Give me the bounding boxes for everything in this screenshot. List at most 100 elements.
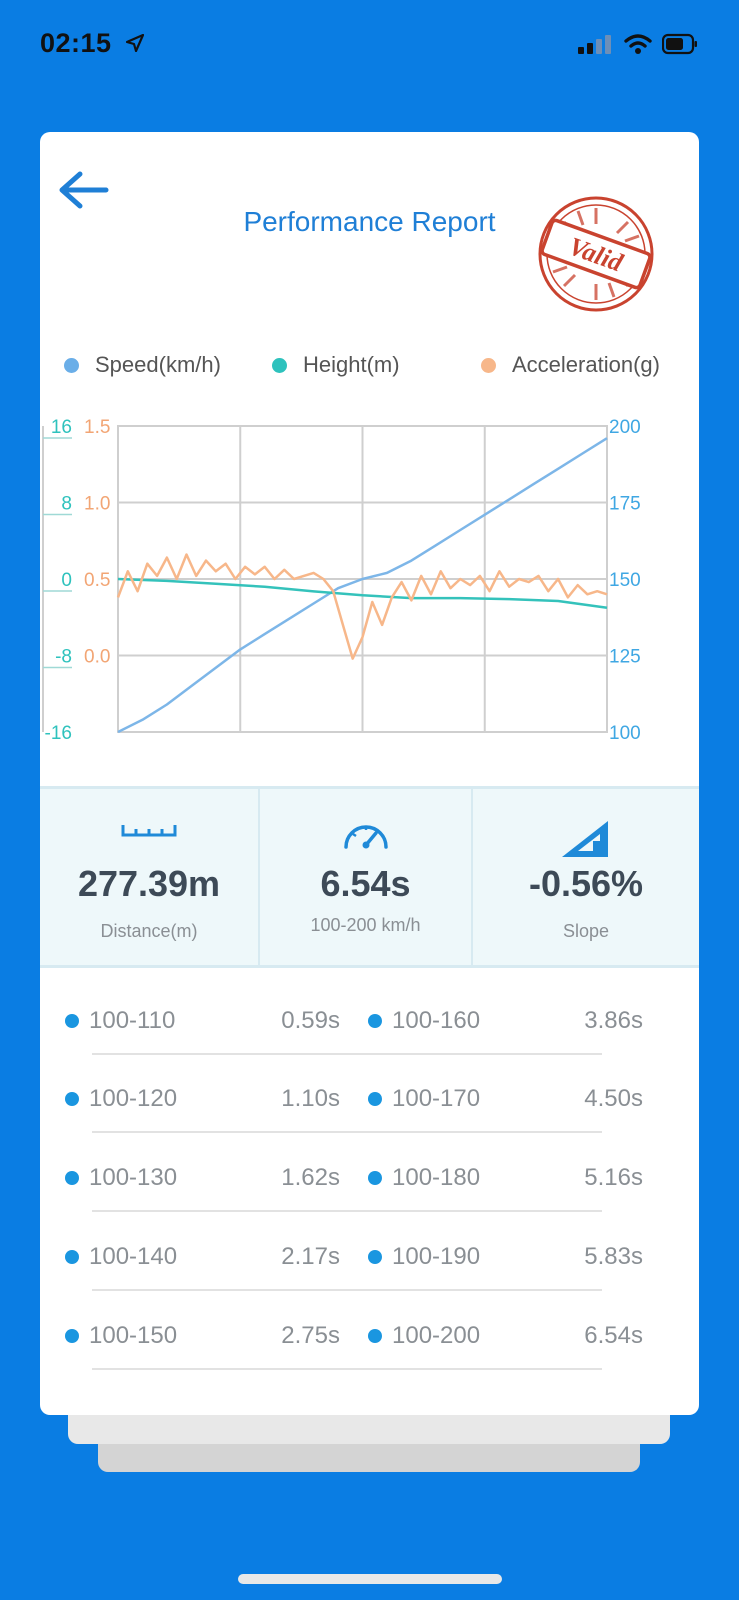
list-item: 100-180 5.16s bbox=[368, 1156, 643, 1196]
legend-label: Acceleration(g) bbox=[512, 352, 660, 377]
slope-value: -0.56% bbox=[528, 863, 644, 904]
time-range-label: 100-200 km/h bbox=[310, 915, 421, 935]
distance-label: Distance(m) bbox=[100, 921, 198, 941]
split-time: 5.16s bbox=[584, 1164, 643, 1191]
legend-item-height: Height(m) bbox=[272, 352, 400, 378]
split-time: 3.86s bbox=[584, 1007, 643, 1034]
list-item: 100-110 0.59s bbox=[65, 999, 340, 1039]
speed-tick-label: 125 bbox=[609, 647, 641, 668]
ruler-icon bbox=[121, 825, 177, 837]
bullet-dot bbox=[65, 1329, 79, 1343]
height-tick-label: 16 bbox=[51, 417, 72, 438]
row-divider bbox=[92, 1131, 602, 1133]
slope-label: Slope bbox=[562, 921, 610, 941]
back-button[interactable] bbox=[56, 162, 112, 218]
acceleration-tick-label: 1.5 bbox=[84, 417, 110, 438]
acceleration-tick-label: 0.5 bbox=[84, 570, 110, 591]
height-tick-label: 8 bbox=[61, 494, 72, 515]
split-time: 1.62s bbox=[281, 1164, 340, 1191]
height-series-line bbox=[117, 577, 608, 609]
distance-value: 277.39m bbox=[77, 863, 221, 904]
bullet-dot bbox=[65, 1250, 79, 1264]
list-item: 100-150 2.75s bbox=[65, 1314, 340, 1354]
stat-slope: -0.56% Slope bbox=[473, 789, 699, 965]
list-item: 100-160 3.86s bbox=[368, 999, 643, 1039]
height-tick-label: 0 bbox=[61, 570, 72, 591]
row-divider bbox=[92, 1368, 602, 1370]
chart-legend: Speed(km/h) Height(m) Acceleration(g) bbox=[40, 352, 699, 382]
split-range: 100-170 bbox=[392, 1085, 481, 1112]
wifi-icon bbox=[624, 34, 652, 54]
speed-tick-label: 175 bbox=[609, 494, 641, 515]
stats-strip: 277.39m Distance(m) 6.54s 100-200 km/h -… bbox=[40, 786, 699, 968]
page-title: Performance Report bbox=[243, 206, 496, 237]
bullet-dot bbox=[368, 1171, 382, 1185]
split-time: 6.54s bbox=[584, 1322, 643, 1349]
split-time: 4.50s bbox=[584, 1085, 643, 1112]
speed-tick-label: 150 bbox=[609, 570, 641, 591]
acceleration-series-line bbox=[116, 553, 608, 660]
status-bar: 02:15 bbox=[0, 0, 739, 95]
legend-item-acceleration: Acceleration(g) bbox=[481, 352, 660, 378]
bullet-dot bbox=[368, 1250, 382, 1264]
split-range: 100-160 bbox=[392, 1007, 481, 1034]
speed-series-line bbox=[117, 437, 608, 734]
split-time: 5.83s bbox=[584, 1243, 643, 1270]
height-tick-label: -8 bbox=[55, 647, 72, 668]
height-tick-label: -16 bbox=[45, 723, 72, 742]
bullet-dot bbox=[368, 1092, 382, 1106]
stat-divider bbox=[258, 789, 260, 965]
speed-tick-label: 100 bbox=[609, 723, 641, 742]
bullet-dot bbox=[368, 1329, 382, 1343]
legend-item-speed: Speed(km/h) bbox=[64, 352, 221, 378]
split-time: 1.10s bbox=[281, 1085, 340, 1112]
split-range: 100-180 bbox=[392, 1164, 481, 1191]
speed-tick-label: 200 bbox=[609, 417, 641, 438]
row-divider bbox=[92, 1053, 602, 1055]
split-time: 2.75s bbox=[281, 1322, 340, 1349]
split-range: 100-200 bbox=[392, 1322, 481, 1349]
performance-report-card: Performance Report Valid Speed(km/h) Hei… bbox=[40, 132, 699, 1415]
split-range: 100-150 bbox=[89, 1322, 178, 1349]
list-item: 100-120 1.10s bbox=[65, 1077, 340, 1117]
acceleration-tick-label: 1.0 bbox=[84, 494, 110, 515]
bullet-dot bbox=[65, 1014, 79, 1028]
stat-distance: 277.39m Distance(m) bbox=[40, 789, 258, 965]
legend-dot bbox=[481, 357, 496, 373]
battery-icon bbox=[662, 33, 697, 55]
list-item: 100-140 2.17s bbox=[65, 1235, 340, 1275]
row-divider bbox=[92, 1210, 602, 1212]
list-item: 100-190 5.83s bbox=[368, 1235, 643, 1275]
legend-dot bbox=[64, 357, 79, 373]
split-range: 100-130 bbox=[89, 1164, 178, 1191]
home-indicator[interactable] bbox=[238, 1574, 502, 1584]
back-arrow-icon bbox=[59, 171, 109, 209]
legend-label: Height(m) bbox=[303, 352, 400, 377]
stat-time: 6.54s 100-200 km/h bbox=[260, 789, 471, 965]
list-item: 100-170 4.50s bbox=[368, 1077, 643, 1117]
bullet-dot bbox=[65, 1171, 79, 1185]
slope-icon bbox=[562, 821, 608, 857]
split-range: 100-110 bbox=[89, 1007, 176, 1034]
valid-stamp: Valid bbox=[538, 196, 654, 312]
legend-dot bbox=[272, 357, 287, 373]
time-value: 6.54s bbox=[320, 863, 411, 904]
legend-label: Speed(km/h) bbox=[95, 352, 221, 377]
cellular-signal-icon bbox=[578, 35, 611, 54]
list-item: 100-200 6.54s bbox=[368, 1314, 643, 1354]
split-time: 2.17s bbox=[281, 1243, 340, 1270]
bullet-dot bbox=[368, 1014, 382, 1028]
bullet-dot bbox=[65, 1092, 79, 1106]
split-range: 100-120 bbox=[89, 1085, 178, 1112]
location-arrow-icon bbox=[126, 34, 144, 52]
status-time: 02:15 bbox=[40, 28, 112, 58]
list-item: 100-130 1.62s bbox=[65, 1156, 340, 1196]
split-time: 0.59s bbox=[281, 1007, 340, 1034]
split-range: 100-140 bbox=[89, 1243, 178, 1270]
stat-divider bbox=[471, 789, 473, 965]
row-divider bbox=[92, 1289, 602, 1291]
acceleration-tick-label: 0.0 bbox=[84, 647, 110, 668]
performance-chart: 16 8 0 -8 -16 1.5 1.0 0.5 0.0 200 175 150 125 100 bbox=[42, 417, 641, 742]
split-range: 100-190 bbox=[392, 1243, 481, 1270]
speedometer-icon bbox=[343, 825, 388, 849]
